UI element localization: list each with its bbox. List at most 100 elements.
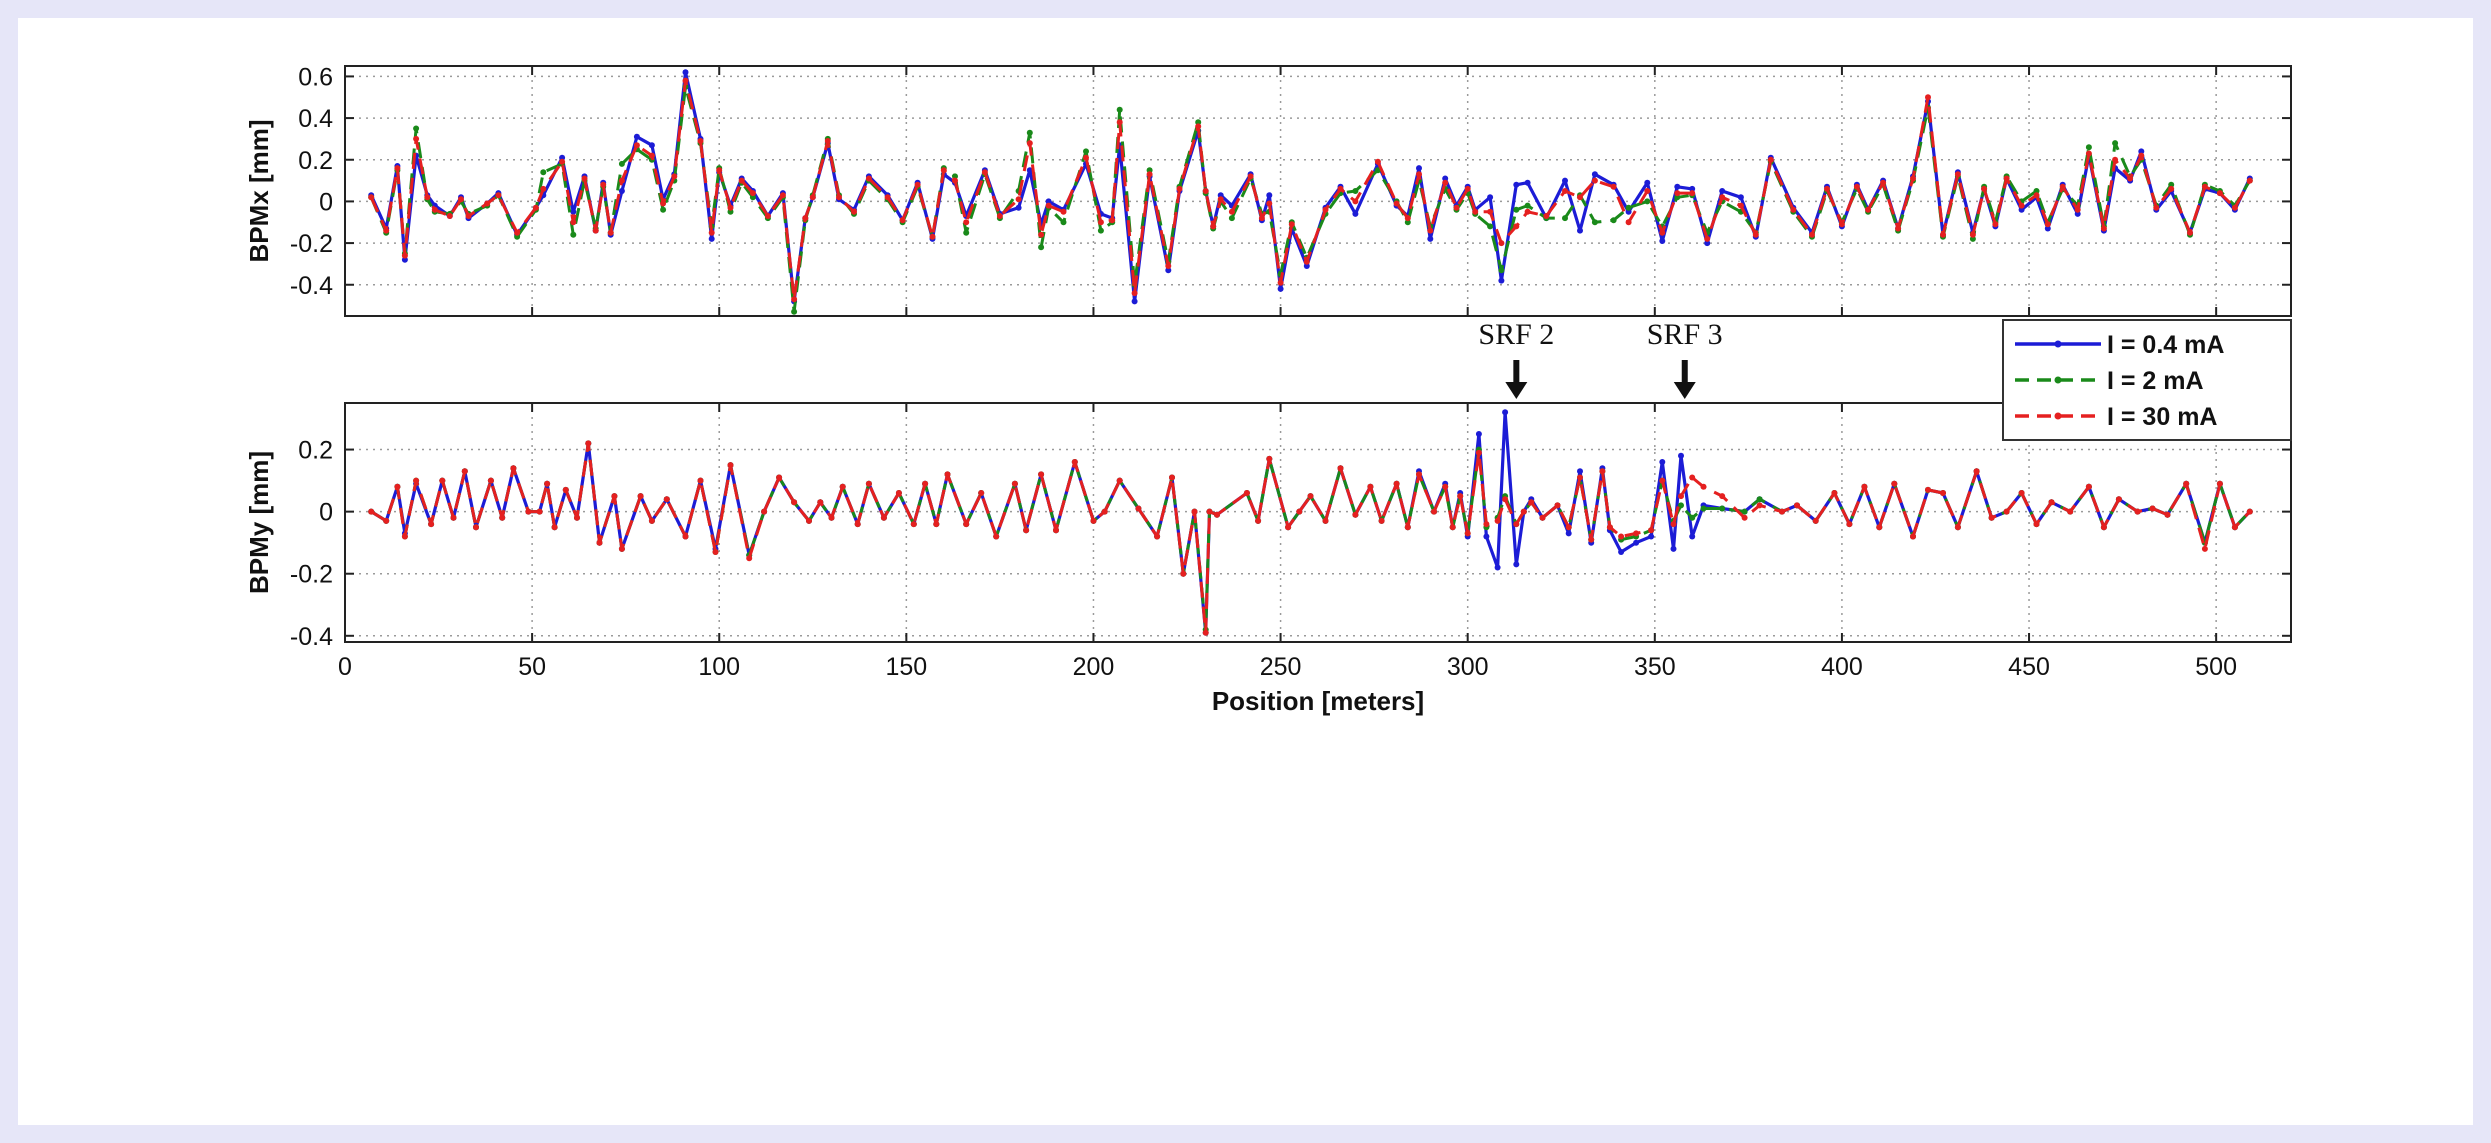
- data-point: [899, 217, 906, 224]
- data-point: [2134, 508, 2141, 515]
- data-point: [413, 125, 420, 132]
- data-point: [708, 229, 715, 236]
- data-point: [559, 158, 566, 165]
- data-point: [929, 233, 936, 240]
- data-point: [851, 208, 857, 215]
- y-tick-label: 0: [319, 499, 333, 527]
- y-tick-label: 0: [319, 188, 333, 216]
- data-point: [1195, 119, 1202, 126]
- data-point: [2048, 499, 2055, 506]
- data-point: [1352, 188, 1359, 194]
- data-point: [2216, 190, 2223, 197]
- data-point: [1513, 181, 1520, 188]
- data-point: [458, 196, 464, 203]
- data-point: [1741, 514, 1748, 521]
- data-point: [1416, 165, 1422, 172]
- data-point: [1404, 215, 1411, 222]
- data-point: [1214, 511, 1220, 518]
- data-point: [1779, 508, 1785, 515]
- axes-box: [344, 402, 2292, 643]
- data-point: [1700, 505, 1707, 512]
- data-point: [1026, 140, 1033, 147]
- data-point: [993, 533, 1000, 540]
- x-tick-label: 100: [698, 653, 740, 681]
- data-point: [1704, 240, 1711, 247]
- data-point: [424, 194, 431, 201]
- data-point: [413, 477, 420, 484]
- data-point: [2138, 148, 2145, 155]
- data-point: [1674, 190, 1681, 197]
- data-point: [648, 142, 655, 149]
- data-point: [1565, 524, 1572, 531]
- data-point: [1891, 480, 1898, 487]
- data-point: [1165, 267, 1172, 274]
- data-point: [1045, 202, 1052, 209]
- data-point: [1610, 183, 1617, 190]
- data-point: [1442, 175, 1449, 182]
- data-point: [394, 483, 401, 490]
- data-point: [540, 169, 547, 176]
- data-point: [2168, 185, 2175, 192]
- x-tick-label: 500: [2195, 653, 2237, 681]
- data-point: [450, 514, 457, 521]
- data-point: [2085, 144, 2092, 151]
- data-point: [1659, 477, 1666, 484]
- data-point: [761, 508, 768, 515]
- data-point: [776, 474, 783, 481]
- data-point: [779, 192, 786, 199]
- data-point: [944, 471, 951, 478]
- x-tick-label: 300: [1447, 653, 1489, 681]
- data-point: [1303, 263, 1310, 269]
- data-point: [618, 160, 625, 167]
- data-point: [1060, 208, 1067, 215]
- data-point: [1670, 521, 1677, 528]
- data-point: [2074, 210, 2081, 217]
- data-point: [473, 524, 479, 531]
- data-point: [682, 533, 689, 540]
- data-point: [712, 549, 719, 555]
- x-axis-label: Position [meters]: [1212, 686, 1424, 716]
- data-point: [933, 521, 940, 528]
- data-point: [1404, 524, 1411, 531]
- data-point: [1689, 185, 1696, 192]
- y-tick-label: 0.6: [298, 63, 333, 91]
- data-point: [562, 486, 569, 493]
- data-point: [536, 508, 543, 515]
- y-axis-label: BPMx [mm]: [244, 119, 274, 262]
- data-point: [1838, 221, 1845, 228]
- data-point: [544, 480, 551, 487]
- data-point: [1277, 285, 1284, 292]
- y-tick-label: 0.4: [298, 105, 333, 133]
- y-tick-label: -0.2: [290, 561, 333, 589]
- data-point: [1524, 202, 1531, 209]
- data-point: [865, 175, 872, 182]
- data-point: [1562, 177, 1568, 184]
- data-point: [996, 213, 1003, 219]
- data-point: [1352, 198, 1359, 205]
- data-point: [1453, 204, 1460, 211]
- data-point: [809, 194, 816, 201]
- data-point: [2033, 521, 2040, 528]
- data-point: [1633, 530, 1640, 537]
- data-point: [1513, 206, 1520, 213]
- data-point: [1266, 200, 1273, 207]
- data-point: [836, 194, 842, 201]
- data-point: [727, 204, 734, 211]
- plot-area: [345, 66, 2291, 316]
- data-point: [1756, 502, 1763, 509]
- data-point: [1487, 223, 1494, 230]
- data-point: [1258, 215, 1265, 222]
- data-point: [2003, 175, 2010, 182]
- data-point: [1954, 171, 1961, 178]
- data-point: [1565, 530, 1572, 537]
- x-tick-label: 350: [1634, 653, 1676, 681]
- data-point: [1502, 409, 1509, 416]
- data-point: [618, 545, 625, 552]
- data-point: [581, 175, 588, 182]
- legend-label: I = 0.4 mA: [2107, 331, 2224, 359]
- data-point: [570, 219, 577, 226]
- data-point: [2003, 508, 2010, 515]
- data-point: [697, 138, 704, 144]
- data-point: [1116, 119, 1123, 126]
- data-point: [596, 539, 603, 546]
